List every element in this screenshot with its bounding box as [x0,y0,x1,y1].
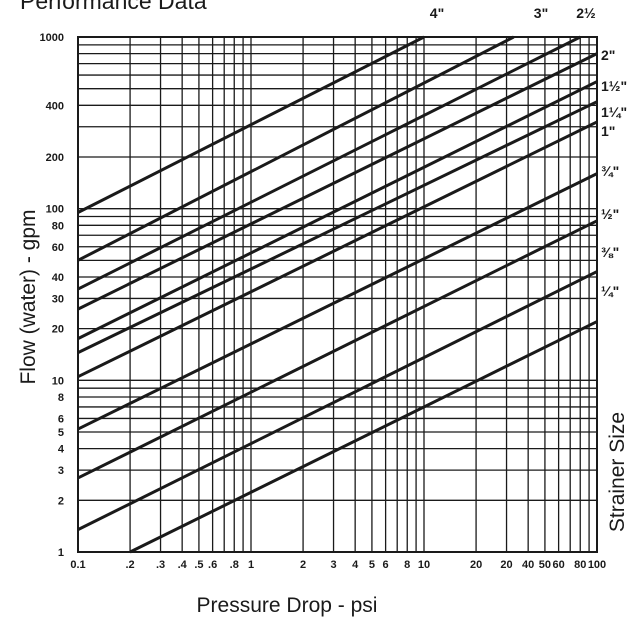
strainer-size-label: ¾" [601,163,619,179]
y-tick-label: 400 [46,100,64,112]
y-tick-label: 10 [52,375,64,387]
x-tick-label: 100 [588,559,606,571]
x-tick-label: 6 [383,559,389,571]
plot-frame [77,36,598,553]
series-line [77,35,515,262]
x-tick-label: .6 [208,559,217,571]
x-tick-label: 0.1 [70,559,85,571]
strainer-size-label: 4" [430,5,444,21]
x-axis-title: Pressure Drop - psi [197,594,378,617]
strainer-size-label: 2" [601,47,615,63]
series-line [129,320,598,554]
strainer-size-title: Strainer Size [606,412,629,532]
page-title: Performance Data [20,0,207,14]
series-line [77,100,598,354]
series-line [77,80,598,340]
x-tick-label: .4 [178,559,188,571]
y-tick-label: 8 [58,392,64,404]
series-line [77,35,425,214]
y-tick-label: 20 [52,324,64,336]
x-tick-label: 3 [330,559,336,571]
y-axis-title: Flow (water) - gpm [17,209,40,384]
strainer-size-label: 1¼" [601,104,627,120]
y-tick-label: 1 [58,547,64,559]
x-tick-label: 20 [470,559,482,571]
strainer-size-label: ½" [601,206,619,222]
x-tick-label: .5 [194,559,203,571]
y-tick-label: 1000 [40,32,64,44]
x-tick-labels: 0.1 .2 .3 .4 .5 .6 .8 1 2 3 4 5 6 8 10 20 20 40 50 60 80 100 [70,559,606,571]
x-tick-label: 1 [248,559,254,571]
x-tick-label: 80 [574,559,586,571]
x-tick-label: .2 [125,559,134,571]
y-tick-label: 30 [52,293,64,305]
series-line [77,52,598,311]
y-tick-label: 6 [58,413,64,425]
strainer-size-label: 2½ [576,5,596,21]
x-tick-label: .3 [156,559,165,571]
x-tick-label: 50 [539,559,551,571]
y-tick-labels: 1 2 3 4 5 6 8 10 20 30 40 60 80 100 200 400 1000 [40,32,65,559]
y-tick-label: 80 [52,220,64,232]
series-line [77,270,598,531]
x-tick-label: .8 [230,559,239,571]
y-tick-label: 200 [46,152,64,164]
series-line [77,172,598,431]
series-line [77,120,598,379]
x-tick-label: 20 [500,559,512,571]
x-tick-label: 10 [418,559,430,571]
y-tick-label: 5 [58,427,64,439]
y-tick-label: 100 [46,204,64,216]
strainer-size-label: 3" [534,5,548,21]
strainer-size-label: ⅜" [601,244,619,260]
chart-series [77,35,598,554]
strainer-size-labels: 4" 3" 2½ 2" 1½" 1¼" 1" ¾" ½" ⅜" ¼" [430,5,627,299]
x-tick-label: 8 [404,559,410,571]
strainer-size-label: 1½" [601,78,627,94]
series-line [77,219,598,480]
y-tick-label: 3 [58,465,64,477]
y-tick-label: 4 [58,444,65,456]
x-tick-label: 2 [300,559,306,571]
x-tick-label: 60 [552,559,564,571]
strainer-size-label: ¼" [601,283,619,299]
y-tick-label: 2 [58,495,64,507]
x-tick-label: 5 [369,559,375,571]
series-line [77,35,581,291]
strainer-size-label: 1" [601,123,615,139]
x-tick-label: 40 [522,559,534,571]
y-tick-label: 60 [52,242,64,254]
x-tick-label: 4 [352,559,359,571]
chart-grid [77,36,598,553]
y-tick-label: 40 [52,272,64,284]
